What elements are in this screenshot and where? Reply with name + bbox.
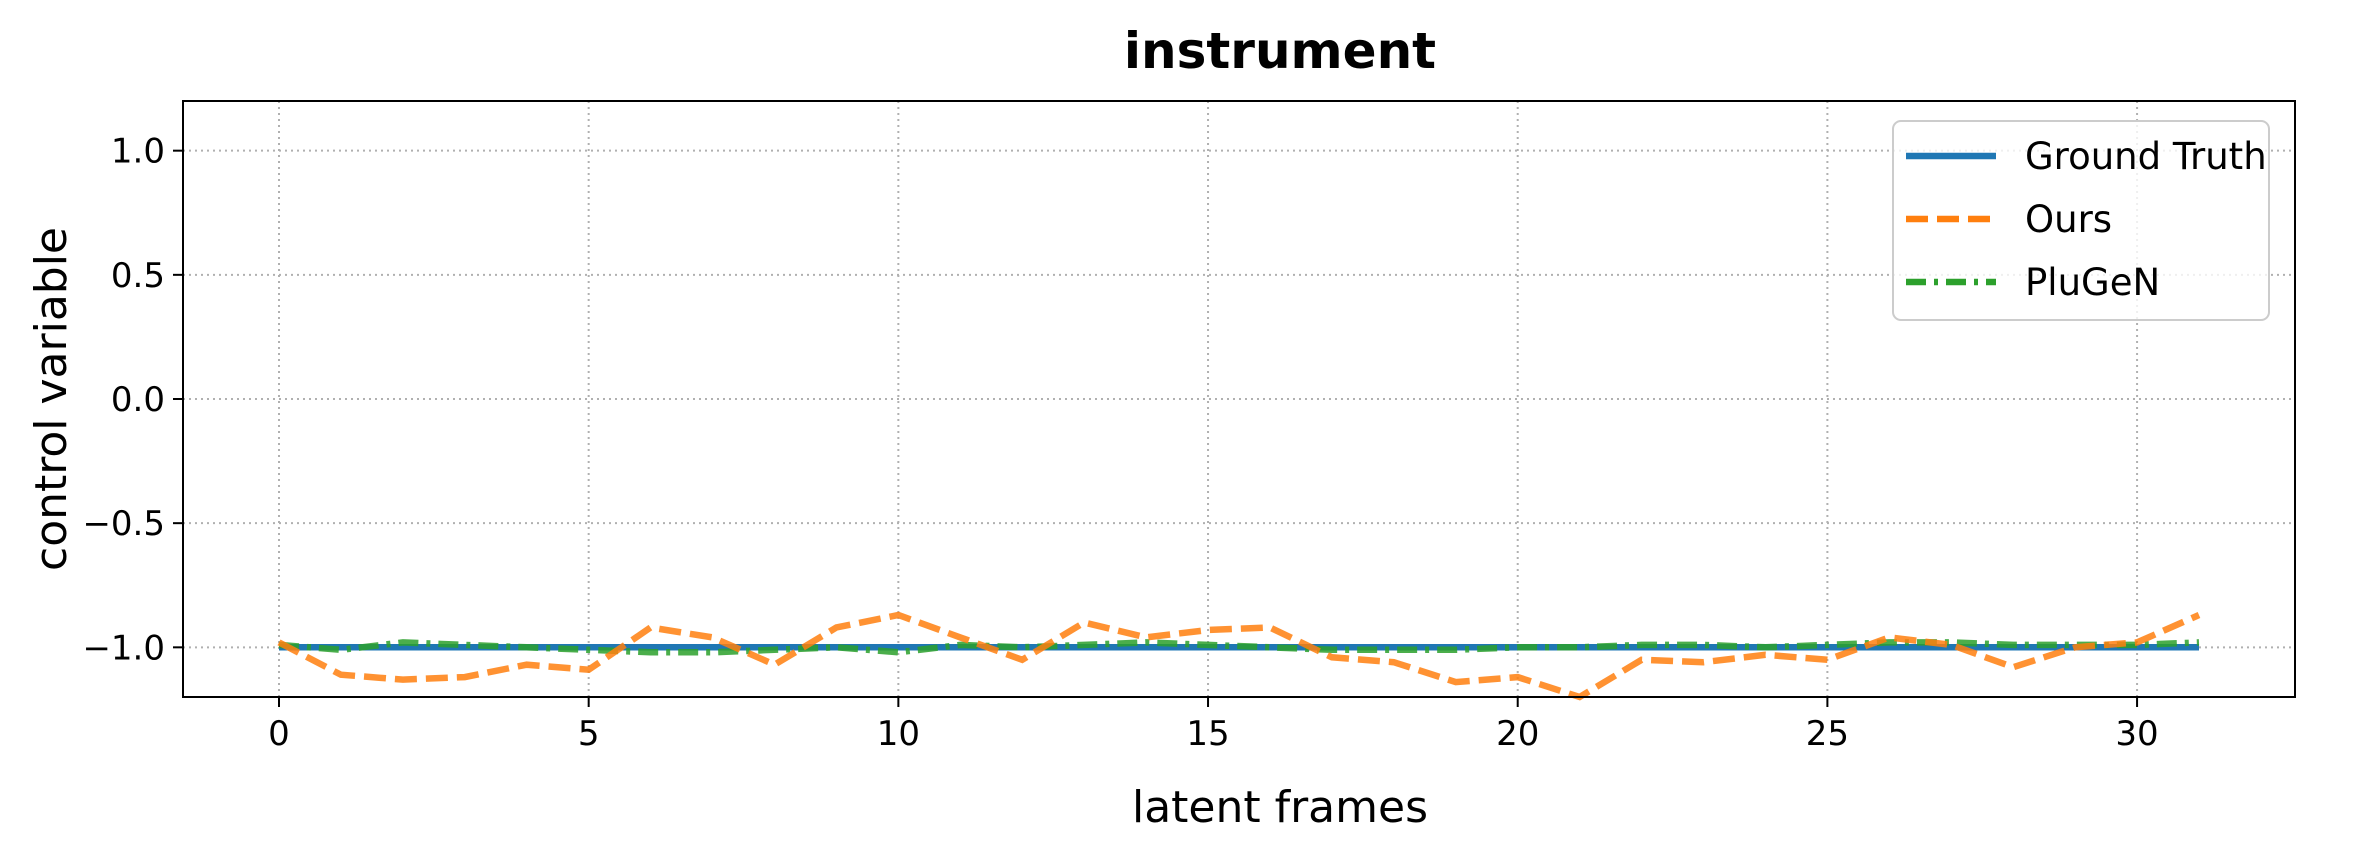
legend-box [1892,120,2270,321]
legend: Ground Truth Ours PluGeN [1892,120,2270,321]
x-tick-label: 10 [877,714,920,754]
y-tick-label: −1.0 [82,628,165,668]
x-tick-label: 30 [2115,714,2158,754]
legend-label: Ours [2025,198,2112,241]
legend-label: Ground Truth [2025,135,2267,178]
series-line-ours [277,611,2201,701]
axis-ticks: 0 5 10 15 20 25 30 1.0 0.5 0.0 −0.5 −1.0 [82,132,2158,754]
x-tick-label: 25 [1806,714,1849,754]
x-axis-label: latent frames [1132,782,1428,833]
x-tick-label: 20 [1496,714,1539,754]
x-tick-label: 15 [1186,714,1229,754]
y-tick-label: −0.5 [82,504,165,544]
x-tick-label: 0 [268,714,290,754]
y-axis-label: control variable [26,227,77,571]
chart-title: instrument [1124,22,1436,80]
y-tick-label: 1.0 [111,132,165,172]
x-tick-label: 5 [578,714,600,754]
y-tick-label: 0.5 [111,256,165,296]
series-lines [277,611,2201,701]
y-tick-label: 0.0 [111,380,165,420]
legend-label: PluGeN [2025,261,2160,304]
